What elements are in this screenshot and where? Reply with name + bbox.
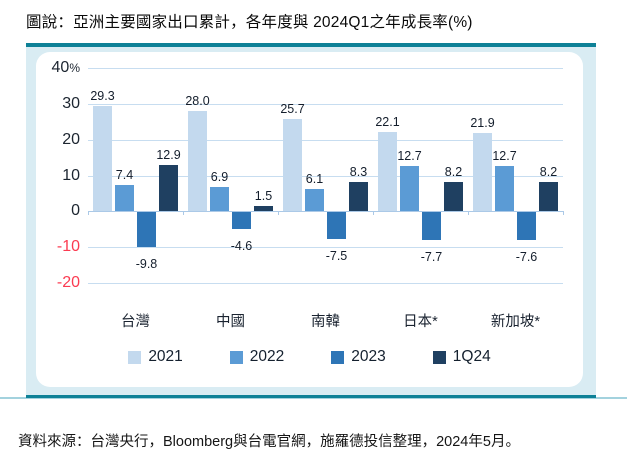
value-label: -7.5 [325, 249, 348, 264]
gridline [88, 139, 563, 141]
chart-card: 40% 30 20 10 0 -10 -20 29.3 7.4 -9.8 12.9 台灣 28.0 6.9… [36, 52, 583, 387]
bar-1Q24 [444, 181, 463, 212]
page-title: 圖說：亞洲主要國家出口累計，各年度與 2024Q1之年成長率(%) [26, 14, 473, 31]
value-label: 8.2 [539, 164, 558, 179]
gridline [88, 175, 563, 177]
legend-swatch [432, 350, 446, 364]
bar-2023 [517, 212, 536, 240]
bar-2022 [115, 184, 134, 212]
bar-2022 [210, 186, 229, 212]
value-label: -4.6 [230, 238, 253, 253]
value-label: 21.9 [470, 115, 495, 130]
bar-2022 [400, 165, 419, 212]
source-note: 資料來源：台灣央行，Bloomberg與台電官網，施羅德投信整理，2024年5月… [18, 434, 520, 450]
legend-item-2022: 2022 [229, 348, 285, 366]
value-label: -9.8 [135, 257, 158, 272]
axis-tick [373, 211, 374, 216]
axis-tick [468, 211, 469, 216]
value-label: 28.0 [185, 94, 210, 108]
value-label: 12.7 [492, 148, 517, 163]
bottom-rule [0, 397, 627, 399]
axis-tick [183, 211, 184, 216]
bar-2022 [495, 165, 514, 212]
value-label: 12.7 [397, 148, 422, 163]
axis-tick [563, 211, 564, 216]
legend-label: 1Q24 [452, 348, 491, 365]
bar-2023 [422, 212, 441, 240]
gridline [88, 103, 563, 105]
gridline [88, 283, 563, 284]
y-axis-label: -10 [56, 238, 80, 256]
bar-2023 [232, 212, 251, 229]
gridline [88, 247, 563, 249]
legend-item-2023: 2023 [331, 348, 386, 366]
bar-1Q24 [349, 181, 368, 212]
value-label: 1.5 [254, 188, 273, 203]
y-axis-label: 40% [51, 59, 80, 76]
zero-axis-line [88, 211, 563, 213]
legend-label: 2021 [148, 348, 183, 365]
value-label: 8.3 [349, 164, 368, 179]
value-label: -7.7 [420, 249, 443, 264]
legend-swatch [128, 350, 142, 364]
figure-panel: 40% 30 20 10 0 -10 -20 29.3 7.4 -9.8 12.9 台灣 28.0 6.9… [26, 43, 596, 398]
y-axis-label: 0 [71, 202, 80, 220]
y-axis-label: -20 [56, 274, 80, 291]
bar-2021 [188, 111, 207, 212]
category-label: 台灣 [121, 314, 150, 330]
gridline [88, 68, 563, 69]
legend-label: 2022 [249, 348, 285, 365]
value-label: 6.1 [305, 172, 324, 187]
legend-label: 2023 [351, 348, 386, 365]
bar-2021 [473, 132, 492, 212]
bar-2021 [378, 132, 397, 212]
value-label: 12.9 [156, 148, 181, 163]
legend-item-2021: 2021 [128, 348, 183, 366]
axis-tick [278, 211, 279, 216]
bar-2023 [327, 212, 346, 240]
bar-2022 [305, 189, 324, 212]
value-label: 29.3 [90, 89, 115, 104]
legend-swatch [331, 350, 345, 364]
bar-2023 [137, 212, 156, 248]
category-label: 日本* [403, 314, 438, 330]
y-axis-unit: % [69, 61, 80, 75]
bar-1Q24 [539, 181, 558, 212]
legend-swatch [229, 350, 243, 364]
category-label: 新加坡* [490, 314, 541, 330]
bar-2021 [93, 106, 112, 212]
category-label: 南韓 [311, 314, 340, 330]
category-label: 中國 [216, 314, 245, 330]
bar-1Q24 [254, 205, 273, 212]
legend-item-1Q24: 1Q24 [432, 348, 491, 366]
value-label: 7.4 [115, 167, 134, 182]
y-axis-label: 20 [62, 130, 80, 148]
plot-area: 40% 30 20 10 0 -10 -20 29.3 7.4 -9.8 12.9 台灣 28.0 6.9… [52, 60, 564, 330]
bar-1Q24 [159, 165, 178, 212]
value-label: 6.9 [210, 169, 229, 184]
chart-legend: 2021 2022 2023 1Q24 [36, 348, 583, 366]
value-label: 25.7 [280, 102, 305, 117]
y-axis-label: 30 [62, 94, 80, 112]
value-label: 22.1 [375, 115, 400, 130]
y-axis-label: 10 [62, 166, 80, 184]
value-label: 8.2 [444, 164, 463, 179]
axis-tick [88, 211, 89, 216]
bar-2021 [283, 119, 302, 212]
value-label: -7.6 [515, 249, 538, 264]
